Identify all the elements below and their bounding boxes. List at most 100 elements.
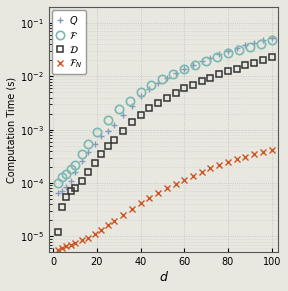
$\mathcal{D}$ (261, 58, 265, 61)
$\mathcal{D}$ (99, 152, 103, 156)
$\mathcal{D}$ (121, 129, 125, 133)
$\mathcal{F}$ (204, 59, 208, 63)
$\mathcal{D}$ (60, 206, 64, 209)
$\mathcal{F}$ (172, 72, 175, 76)
$\mathcal{D}$ (209, 76, 212, 79)
$Q$ (113, 124, 116, 127)
$\mathcal{D}$ (113, 138, 116, 141)
$\mathcal{F}$ (128, 99, 131, 102)
$\mathcal{D}$ (244, 64, 247, 67)
$Q$ (80, 159, 83, 163)
Line: $Q$: $Q$ (54, 34, 275, 196)
$\mathcal{F}$ (215, 55, 219, 59)
$\mathcal{D}$ (226, 70, 230, 73)
$\mathcal{D}$ (65, 195, 68, 199)
$\mathcal{F}$ (95, 130, 98, 134)
$\mathcal{F}_N$ (121, 213, 125, 217)
$\mathcal{F}_N$ (99, 228, 103, 232)
$Q$ (209, 56, 212, 59)
$\mathcal{F}_N$ (106, 224, 109, 227)
$\mathcal{D}$ (93, 161, 96, 164)
Line: $\mathcal{D}$: $\mathcal{D}$ (54, 53, 275, 236)
$Q$ (73, 171, 77, 174)
$Q$ (244, 44, 247, 47)
$\mathcal{F}$ (259, 42, 262, 45)
$\mathcal{D}$ (139, 113, 142, 117)
$Q$ (106, 129, 109, 133)
$\mathcal{F}_N$ (139, 201, 142, 205)
$\mathcal{F}$ (60, 175, 64, 179)
$\mathcal{F}_N$ (60, 246, 64, 250)
$\mathcal{D}$ (69, 189, 72, 193)
$\mathcal{F}_N$ (86, 236, 90, 239)
$\mathcal{F}_N$ (261, 150, 265, 154)
$\mathcal{F}_N$ (80, 238, 83, 242)
$Q$ (60, 189, 64, 193)
Line: $\mathcal{F}_N$: $\mathcal{F}_N$ (54, 147, 275, 253)
$Q$ (99, 135, 103, 138)
$\mathcal{F}_N$ (235, 157, 238, 161)
$Q$ (261, 39, 265, 42)
$\mathcal{F}_N$ (253, 152, 256, 156)
$\mathcal{F}$ (270, 39, 273, 42)
$Q$ (147, 87, 151, 91)
$\mathcal{D}$ (200, 79, 204, 83)
$Q$ (165, 76, 168, 79)
$\mathcal{F}_N$ (65, 245, 68, 248)
$\mathcal{D}$ (56, 230, 59, 234)
$\mathcal{D}$ (73, 187, 77, 190)
$\mathcal{D}$ (86, 171, 90, 174)
$\mathcal{F}_N$ (156, 191, 160, 195)
$Q$ (217, 52, 221, 56)
$\mathcal{F}_N$ (270, 148, 273, 152)
$\mathcal{D}$ (130, 120, 134, 124)
$\mathcal{F}_N$ (56, 249, 59, 252)
$\mathcal{F}_N$ (165, 187, 168, 190)
$\mathcal{F}$ (183, 68, 186, 71)
$Q$ (156, 81, 160, 85)
$\mathcal{F}_N$ (113, 220, 116, 223)
$\mathcal{D}$ (191, 83, 195, 86)
$Q$ (253, 41, 256, 45)
$\mathcal{F}_N$ (244, 155, 247, 159)
X-axis label: $d$: $d$ (158, 270, 168, 284)
$\mathcal{F}$ (56, 181, 59, 185)
$Q$ (235, 47, 238, 50)
$\mathcal{F}_N$ (174, 182, 177, 186)
$\mathcal{F}$ (194, 63, 197, 66)
$\mathcal{F}$ (139, 91, 142, 94)
Line: $\mathcal{F}$: $\mathcal{F}$ (53, 36, 276, 187)
$\mathcal{F}_N$ (191, 174, 195, 177)
$Q$ (174, 71, 177, 75)
$\mathcal{F}$ (117, 108, 120, 111)
$Q$ (200, 59, 204, 63)
$\mathcal{D}$ (147, 107, 151, 110)
$Q$ (93, 142, 96, 145)
$\mathcal{F}_N$ (130, 208, 134, 211)
$Q$ (56, 191, 59, 195)
$\mathcal{F}$ (80, 152, 83, 156)
$Q$ (69, 179, 72, 182)
$\mathcal{F}_N$ (209, 166, 212, 170)
$\mathcal{D}$ (217, 72, 221, 76)
$\mathcal{F}$ (73, 163, 77, 166)
$\mathcal{D}$ (235, 67, 238, 70)
$\mathcal{D}$ (80, 179, 83, 182)
$\mathcal{F}_N$ (226, 160, 230, 164)
$Q$ (65, 185, 68, 189)
$\mathcal{D}$ (253, 61, 256, 65)
$Q$ (226, 49, 230, 53)
$Q$ (139, 95, 142, 98)
$\mathcal{F}_N$ (69, 243, 72, 246)
$\mathcal{F}$ (106, 118, 109, 122)
Y-axis label: Computation Time (s): Computation Time (s) (7, 77, 17, 183)
$\mathcal{F}$ (161, 78, 164, 81)
$\mathcal{F}_N$ (147, 196, 151, 200)
$\mathcal{D}$ (106, 144, 109, 148)
Legend: $Q$, $\mathcal{F}$, $\mathcal{D}$, $\mathcal{F}_N$: $Q$, $\mathcal{F}$, $\mathcal{D}$, $\mat… (52, 10, 86, 74)
$\mathcal{F}_N$ (217, 163, 221, 166)
$\mathcal{F}$ (69, 168, 72, 171)
$\mathcal{D}$ (183, 86, 186, 90)
$Q$ (270, 36, 273, 40)
$Q$ (121, 113, 125, 117)
